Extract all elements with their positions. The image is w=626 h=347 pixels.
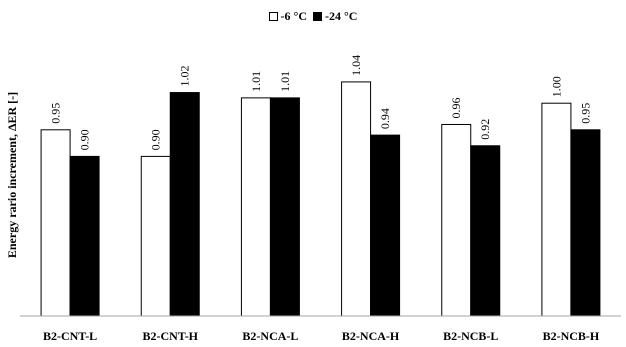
bar-value-label: 0.95 [578, 103, 592, 124]
bar-series-2 [169, 92, 200, 317]
bar-series-2 [370, 134, 401, 317]
chart-legend: -6 °C -24 °C [0, 6, 626, 26]
bar-series-1 [541, 102, 572, 317]
x-tick-label: B2-NCB-H [543, 329, 600, 343]
bar-series-1 [40, 129, 71, 317]
bar-series-1 [240, 97, 271, 317]
bar-series-1 [441, 123, 472, 317]
bar-value-label: 1.01 [249, 71, 263, 92]
bar-value-label: 1.02 [178, 66, 192, 87]
x-tick-label: B2-CNT-H [142, 329, 198, 343]
bar-series-2 [570, 129, 601, 317]
bar-value-label: 1.04 [349, 55, 363, 76]
category-labels-layer: B2-CNT-L B2-CNT-H B2-NCA-L B2-NCA-H B2-NCB-L… [43, 329, 600, 343]
value-labels-layer: 0.95 0.90 0.90 1.02 1.01 1.01 1.04 0.94 0.96 0.92… [49, 55, 593, 150]
x-tick-label: B2-CNT-L [43, 329, 97, 343]
legend-label-series-2: -24 °C [325, 8, 358, 23]
x-tick-label: B2-NCB-L [443, 329, 498, 343]
bar-value-label: 0.95 [49, 103, 63, 124]
legend-label-series-1: -6 °C [280, 8, 307, 23]
bar-value-label: 1.01 [278, 71, 292, 92]
legend-swatch-series-1 [268, 11, 278, 21]
bar-value-label: 0.90 [78, 129, 92, 150]
bar-value-label: 0.90 [149, 129, 163, 150]
bar-series-2 [470, 145, 501, 317]
x-tick-label: B2-NCA-L [242, 329, 298, 343]
x-tick-label: B2-NCA-H [342, 329, 400, 343]
bar-series-2 [269, 97, 300, 317]
bar-series-1 [140, 155, 171, 317]
bar-value-label: 0.96 [449, 97, 463, 118]
bar-value-label: 0.92 [478, 119, 492, 140]
legend-item-series-2: -24 °C [313, 9, 357, 24]
bars-layer [40, 81, 601, 317]
y-axis-label: Energy rario increment, ΔER [-] [5, 92, 19, 258]
legend-swatch-series-2 [313, 11, 322, 21]
bar-value-label: 0.94 [378, 108, 392, 129]
bar-value-label: 1.00 [549, 76, 563, 97]
bar-series-2 [69, 155, 100, 317]
bar-series-1 [341, 81, 372, 317]
legend-item-series-1: -6 °C [268, 8, 307, 24]
